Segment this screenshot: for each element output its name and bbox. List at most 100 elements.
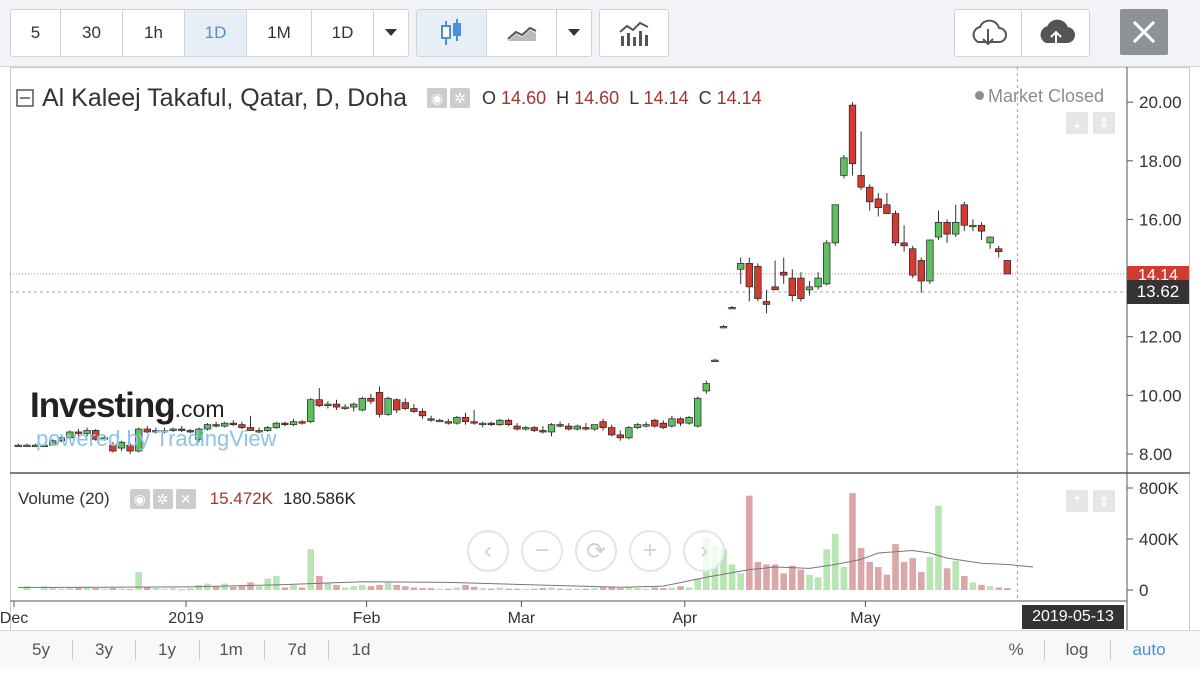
chart-style-group [416,9,592,57]
area-chart-icon [506,26,536,41]
volume-gear-icon[interactable]: ✲ [152,489,173,509]
interval-30-button[interactable]: 30 [61,10,123,56]
candle-body [298,421,306,424]
volume-eye-icon[interactable]: ◉ [129,489,150,509]
volume-bar [462,584,469,590]
candle-body [160,430,169,433]
volume-bar [118,588,125,590]
candle-body [496,419,504,425]
cloud-upload-button[interactable] [1022,10,1089,56]
volume-bar [488,588,495,590]
candle-body [668,418,676,427]
range-divider [199,640,200,660]
candle-body [530,427,538,431]
close-value: 14.14 [716,87,762,108]
investing-watermark: Investing.com powered by TradingView [30,386,277,451]
percent-toggle[interactable]: % [1008,640,1024,659]
candle-body [479,422,487,426]
candle-body [805,286,814,291]
volume-bar [75,587,82,590]
volume-bar [625,587,633,590]
volume-bar [892,544,899,590]
zoom-out-button[interactable]: − [521,530,563,572]
candle-body [315,399,323,406]
volume-bar [857,547,865,590]
candle-body [900,242,908,247]
candle-body [934,222,943,238]
scroll-right-button[interactable]: › [683,530,725,572]
candle-body [264,427,272,431]
range-1m-button[interactable]: 1m [219,640,243,659]
chevron-down-icon [385,29,397,36]
volume-bar [849,493,856,590]
volume-ma-value: 180.586K [283,489,356,508]
candle-body [14,444,22,448]
candle-body [659,422,667,428]
volume-bar [522,588,529,590]
reset-button[interactable]: ⟳ [575,530,617,572]
volume-bar [453,587,461,590]
volume-bar [591,588,598,590]
chart-style-dropdown-button[interactable] [557,10,591,56]
zoom-in-button[interactable]: + [629,530,671,572]
interval-5-button[interactable]: 5 [11,10,61,56]
chevron-down-icon [568,29,580,36]
cloud-download-button[interactable] [955,10,1022,56]
candle-body [255,430,263,433]
candle-body [126,444,134,452]
gear-icon[interactable]: ✲ [450,88,471,108]
scroll-updown-icon[interactable]: ⇕ [1093,112,1115,134]
volume-close-icon[interactable]: ✕ [175,489,196,509]
range-3y-button[interactable]: 3y [95,640,113,659]
symbol-title: Al Kaleej Takaful, Qatar, D, Doha [42,83,408,112]
range-1y-button[interactable]: 1y [158,640,176,659]
volume-bar [58,588,65,590]
interval-1h-button[interactable]: 1h [123,10,185,56]
cloud-download-icon [972,19,1007,46]
range-7d-button[interactable]: 7d [287,640,307,659]
volume-bar [290,584,297,590]
volume-bar [763,564,770,590]
range-divider [135,640,136,660]
candle-body [625,427,633,439]
candle-body [195,428,203,440]
volume-bar [281,587,289,590]
log-toggle[interactable]: log [1065,640,1089,659]
volume-bar [548,587,555,590]
eye-icon[interactable]: ◉ [427,88,448,108]
volume-legend: Volume (20) ◉ ✲ ✕ 15.472K 180.586K [18,487,356,511]
volume-bar [875,567,882,590]
volume-scroll-up-icon[interactable]: ⇡ [1066,490,1088,512]
volume-bar [341,587,349,590]
collapse-legend-icon[interactable] [16,89,34,107]
interval-1m-button[interactable]: 1M [247,10,312,56]
volume-bar [264,578,271,590]
volume-bar [384,582,392,590]
volume-bar [187,588,194,590]
candle-body [608,427,616,436]
close-icon [1132,20,1156,44]
high-value: 14.60 [574,87,620,108]
auto-toggle[interactable]: auto [1132,640,1166,659]
candlestick-style-button[interactable] [417,10,487,56]
interval-custom-button[interactable]: 1D [312,10,374,56]
range-5y-button[interactable]: 5y [32,640,50,659]
scroll-left-button[interactable]: ‹ [467,530,509,572]
candle-body [685,416,693,424]
toggle-divider [1044,640,1045,660]
scroll-down-icon[interactable]: ⇣ [1066,112,1088,134]
cloud-upload-icon [1040,19,1075,46]
volume-scroll-updown-icon[interactable]: ⇕ [1093,490,1115,512]
interval-1d-button[interactable]: 1D [185,10,247,56]
range-divider [72,640,73,660]
time-axis-label: Apr [672,610,698,627]
close-button[interactable] [1120,9,1168,55]
range-1d-button[interactable]: 1d [351,640,371,659]
volume-bar [866,561,873,590]
candle-body [848,104,857,165]
interval-group: 5 30 1h 1D 1M 1D [10,9,409,57]
line-style-button[interactable] [487,10,557,56]
interval-dropdown-button[interactable] [374,10,408,56]
indicators-button[interactable] [600,10,668,56]
